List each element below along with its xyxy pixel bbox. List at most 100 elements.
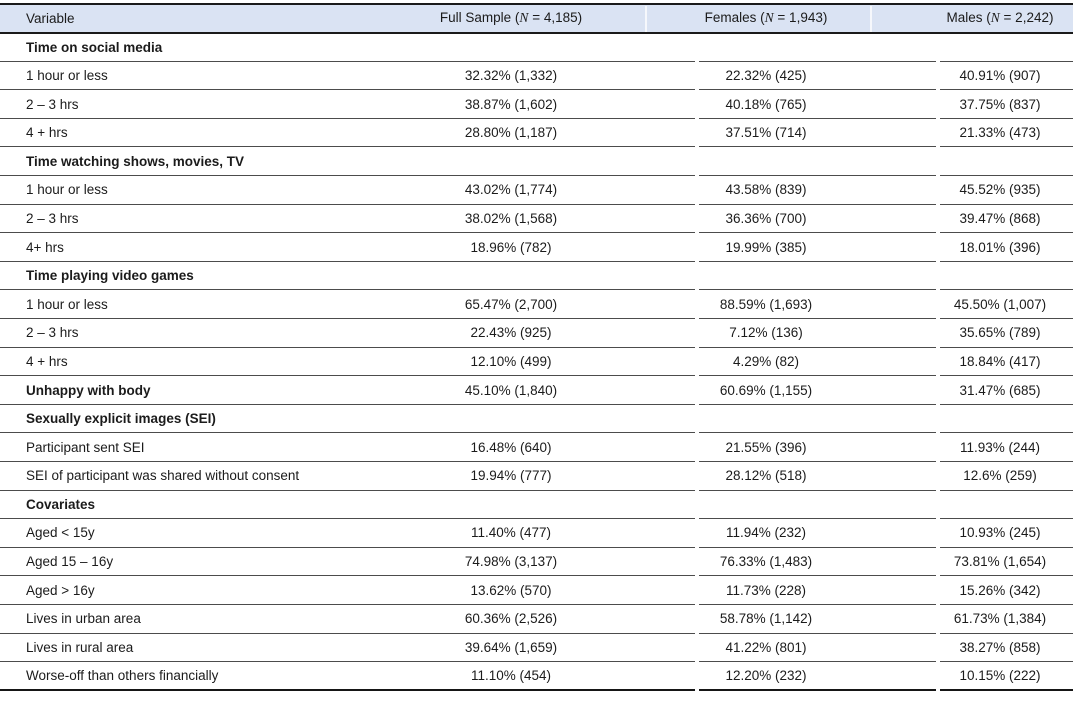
- cell-males: 45.50% (1,007): [840, 289, 1073, 320]
- table-body: Time on social media 1 hour or less 32.3…: [0, 32, 1073, 691]
- cell-males: 73.81% (1,654): [840, 547, 1073, 577]
- row-label: 4 + hrs: [0, 347, 330, 377]
- row-label: SEI of participant was shared without co…: [0, 461, 330, 491]
- cell-females: [692, 261, 840, 291]
- table-row: 2 – 3 hrs 22.43% (925) 7.12% (136) 35.65…: [0, 318, 1073, 348]
- row-label: 1 hour or less: [0, 61, 330, 91]
- row-label: 1 hour or less: [0, 289, 330, 320]
- cell-males: 21.33% (473): [840, 118, 1073, 148]
- cell-males: 38.27% (858): [840, 633, 1073, 663]
- cell-males: 45.52% (935): [840, 175, 1073, 205]
- row-label: Unhappy with body: [0, 375, 330, 405]
- cell-females: 28.12% (518): [692, 461, 840, 491]
- row-label: Aged > 16y: [0, 575, 330, 605]
- cell-males: 61.73% (1,384): [840, 604, 1073, 634]
- col-header-variable-label: Variable: [26, 10, 75, 26]
- table-row: Aged 15 – 16y 74.98% (3,137) 76.33% (1,4…: [0, 547, 1073, 577]
- row-label: 2 – 3 hrs: [0, 318, 330, 348]
- col-header-males-n: = 2,242): [999, 10, 1054, 26]
- cell-full-sample: [330, 146, 692, 177]
- cell-males: 31.47% (685): [840, 375, 1073, 405]
- cell-males: [840, 404, 1073, 434]
- cell-males: [840, 146, 1073, 177]
- cell-full-sample: [330, 261, 692, 291]
- table-row: Covariates: [0, 490, 1073, 520]
- cell-females: 60.69% (1,155): [692, 375, 840, 405]
- cell-full-sample: 60.36% (2,526): [330, 604, 692, 634]
- cell-females: 12.20% (232): [725, 668, 807, 684]
- cell-full-sample: 28.80% (1,187): [330, 118, 692, 148]
- table-row: Sexually explicit images (SEI): [0, 404, 1073, 434]
- cell-full-sample: 13.62% (570): [330, 575, 692, 605]
- cell-females: 43.58% (839): [692, 175, 840, 205]
- cell-females: 22.32% (425): [692, 61, 840, 91]
- cell-males: 18.84% (417): [840, 347, 1073, 377]
- cell-males: 39.47% (868): [840, 204, 1073, 234]
- row-label: 2 – 3 hrs: [0, 89, 330, 119]
- row-label: 1 hour or less: [0, 175, 330, 205]
- cell-full-sample: 74.98% (3,137): [330, 547, 692, 577]
- table-row: 4+ hrs 18.96% (782) 19.99% (385) 18.01% …: [0, 232, 1073, 262]
- col-header-males-label: Males (: [946, 10, 991, 26]
- cell-males: [840, 261, 1073, 291]
- cell-full-sample: 38.87% (1,602): [330, 89, 692, 119]
- cell-males: [840, 490, 1073, 520]
- row-label: Time on social media: [0, 32, 330, 62]
- cell-males: 11.93% (244): [840, 432, 1073, 462]
- cell-males: [840, 32, 1073, 62]
- row-label: 4 + hrs: [0, 118, 330, 148]
- col-header-females: Females (N = 1,943): [692, 4, 840, 34]
- summary-table: Variable Full Sample (N = 4,185) Females…: [0, 3, 1073, 692]
- cell-females: 11.94% (232): [692, 518, 840, 548]
- n-symbol: N: [519, 10, 529, 26]
- table-row: 4 + hrs 28.80% (1,187) 37.51% (714) 21.3…: [0, 118, 1073, 148]
- table-row: 1 hour or less 43.02% (1,774) 43.58% (83…: [0, 175, 1073, 205]
- row-label: 4+ hrs: [0, 232, 330, 262]
- col-header-males: Males (N = 2,242): [840, 4, 1073, 34]
- row-label: Lives in rural area: [0, 633, 330, 663]
- row-label: 2 – 3 hrs: [0, 204, 330, 234]
- table-row: 2 – 3 hrs 38.02% (1,568) 36.36% (700) 39…: [0, 204, 1073, 234]
- table-row: Aged < 15y 11.40% (477) 11.94% (232) 10.…: [0, 518, 1073, 548]
- cell-females: 36.36% (700): [692, 204, 840, 234]
- table-row: 1 hour or less 32.32% (1,332) 22.32% (42…: [0, 61, 1073, 91]
- table-row: Time on social media: [0, 32, 1073, 62]
- cell-full-sample: 16.48% (640): [330, 432, 692, 462]
- cell-full-sample: [330, 32, 692, 62]
- cell-females: 76.33% (1,483): [692, 547, 840, 577]
- table-row: Participant sent SEI 16.48% (640) 21.55%…: [0, 432, 1073, 462]
- cell-full-sample: [330, 490, 692, 520]
- cell-males: 10.15% (222): [959, 668, 1041, 684]
- cell-females: 58.78% (1,142): [692, 604, 840, 634]
- cell-females: 88.59% (1,693): [692, 289, 840, 320]
- table-row: Lives in rural area 39.64% (1,659) 41.22…: [0, 633, 1073, 663]
- row-label: Covariates: [0, 490, 330, 520]
- table-row: 2 – 3 hrs 38.87% (1,602) 40.18% (765) 37…: [0, 89, 1073, 119]
- table-row: Unhappy with body 45.10% (1,840) 60.69% …: [0, 375, 1073, 405]
- row-label: Participant sent SEI: [0, 432, 330, 462]
- cell-females: 7.12% (136): [692, 318, 840, 348]
- cell-full-sample: 12.10% (499): [330, 347, 692, 377]
- row-label: Lives in urban area: [0, 604, 330, 634]
- row-label: Aged 15 – 16y: [0, 547, 330, 577]
- cell-males: 12.6% (259): [840, 461, 1073, 491]
- col-header-variable: Variable: [0, 4, 330, 34]
- col-header-full-sample-n: = 4,185): [528, 10, 583, 26]
- cell-full-sample: 19.94% (777): [330, 461, 692, 491]
- row-label: Worse-off than others financially: [26, 668, 219, 684]
- n-symbol: N: [764, 10, 774, 26]
- table-row: Worse-off than others financially 11.10%…: [0, 662, 1073, 691]
- cell-females: 11.73% (228): [692, 575, 840, 605]
- header-row: Variable Full Sample (N = 4,185) Females…: [0, 4, 1073, 34]
- cell-males: 35.65% (789): [840, 318, 1073, 348]
- col-header-full-sample-label: Full Sample (: [439, 10, 520, 26]
- col-header-females-label: Females (: [704, 10, 765, 26]
- cell-full-sample: 65.47% (2,700): [330, 289, 692, 320]
- n-symbol: N: [990, 10, 1000, 26]
- cell-full-sample: 22.43% (925): [330, 318, 692, 348]
- table-header: Variable Full Sample (N = 4,185) Females…: [0, 4, 1073, 34]
- cell-females: 4.29% (82): [692, 347, 840, 377]
- cell-full-sample: 11.40% (477): [330, 518, 692, 548]
- col-header-full-sample: Full Sample (N = 4,185): [330, 4, 692, 34]
- cell-females: 40.18% (765): [692, 89, 840, 119]
